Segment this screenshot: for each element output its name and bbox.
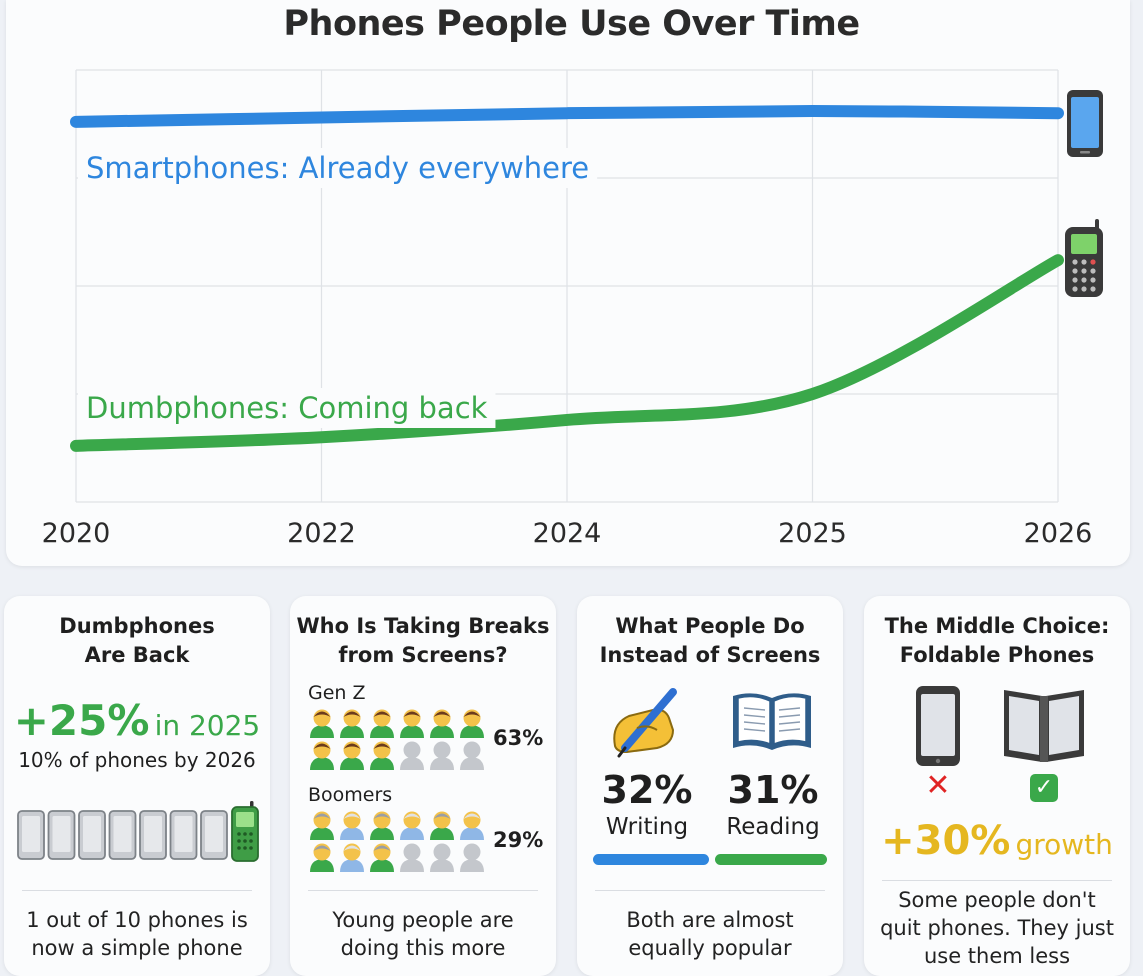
feature-phone-icon bbox=[1065, 219, 1103, 297]
person-icon bbox=[340, 709, 364, 738]
series-label: Dumbphones: Coming back bbox=[86, 391, 488, 425]
person-icon-inactive bbox=[400, 741, 424, 770]
card-footer: 1 out of 10 phones is now a simple phone bbox=[26, 908, 248, 960]
person-icon bbox=[310, 843, 334, 872]
person-icon bbox=[340, 741, 364, 770]
series-label: Smartphones: Already everywhere bbox=[86, 151, 589, 185]
open-book-icon bbox=[733, 693, 811, 750]
keypad-key bbox=[249, 839, 253, 843]
card-title: Dumbphones Are Back bbox=[59, 614, 215, 667]
person-icon bbox=[340, 811, 364, 840]
keypad-key bbox=[237, 846, 241, 850]
person-icon bbox=[370, 741, 394, 770]
foldable-phone-icon bbox=[1004, 690, 1084, 762]
person-icon bbox=[370, 709, 394, 738]
phone-screen bbox=[22, 816, 40, 852]
person-icon bbox=[430, 709, 454, 738]
genz-label: Gen Z bbox=[308, 682, 366, 704]
card-footer: Young people are doing this more bbox=[332, 908, 514, 960]
card-footer: Some people don't quit phones. They just… bbox=[880, 888, 1114, 968]
chart-card bbox=[6, 0, 1130, 566]
person-icon bbox=[370, 811, 394, 840]
card-foldables: The Middle Choice: Foldable Phones ✕ ✓ +… bbox=[864, 596, 1130, 976]
writing-hand-icon bbox=[613, 688, 677, 758]
person-icon bbox=[400, 709, 424, 738]
person-icon bbox=[460, 811, 484, 840]
person-icon-inactive bbox=[430, 843, 454, 872]
phone-screen bbox=[174, 816, 193, 852]
regular-phone-icon bbox=[916, 686, 960, 766]
keypad-key bbox=[249, 846, 253, 850]
writing-bar bbox=[593, 854, 709, 865]
person-icon bbox=[310, 811, 334, 840]
genz-percent: 63% bbox=[493, 726, 544, 750]
share-subtitle: 10% of phones by 2026 bbox=[18, 748, 256, 772]
series-line-smartphones bbox=[70, 105, 1064, 128]
keypad-key bbox=[237, 832, 241, 836]
person-icon bbox=[310, 709, 334, 738]
genz-people-icons bbox=[310, 709, 484, 770]
phone-screen bbox=[83, 816, 101, 852]
person-icon bbox=[310, 741, 334, 770]
writing-label: Writing bbox=[605, 814, 689, 840]
writing-percent: 32% bbox=[601, 768, 693, 812]
x-tick-label: 2022 bbox=[287, 518, 356, 549]
series-label-bg bbox=[78, 148, 598, 188]
boomers-people-icons bbox=[310, 811, 484, 872]
person-icon-inactive bbox=[460, 843, 484, 872]
x-tick-label: 2024 bbox=[533, 518, 602, 549]
chart-title: Phones People Use Over Time bbox=[283, 4, 860, 44]
person-icon bbox=[400, 811, 424, 840]
keypad-key bbox=[243, 832, 247, 836]
keypad-key bbox=[249, 832, 253, 836]
card-alternatives: What People Do Instead of Screens 32% 31… bbox=[577, 596, 843, 976]
card-title: What People Do Instead of Screens bbox=[599, 614, 821, 667]
card-title: Who Is Taking Breaks from Screens? bbox=[296, 614, 550, 667]
growth-stat: +25% in 2025 bbox=[13, 696, 261, 745]
x-tick-label: 2026 bbox=[1024, 518, 1093, 549]
reading-label: Reading bbox=[726, 814, 820, 840]
phone-share-icons bbox=[17, 801, 259, 862]
boomers-percent: 29% bbox=[493, 828, 544, 852]
person-icon-inactive bbox=[460, 741, 484, 770]
reading-bar bbox=[715, 854, 828, 865]
smartphone-icon bbox=[1067, 90, 1103, 157]
x-tick-label: 2020 bbox=[42, 518, 111, 549]
keypad-key bbox=[243, 846, 247, 850]
line-chart: 2020 2022 2024 2025 2026 Smartphones: Already… bbox=[42, 69, 1103, 549]
person-icon bbox=[430, 811, 454, 840]
person-icon bbox=[340, 843, 364, 872]
person-icon bbox=[370, 843, 394, 872]
phone-screen bbox=[236, 812, 254, 827]
phone-screen bbox=[113, 816, 132, 852]
phone-screen bbox=[52, 816, 71, 852]
person-icon-inactive bbox=[400, 843, 424, 872]
boomers-label: Boomers bbox=[308, 784, 393, 806]
series-label-bg bbox=[78, 388, 496, 428]
card-title: The Middle Choice: Foldable Phones bbox=[884, 614, 1110, 667]
card-dumbphones: Dumbphones Are Back +25% in 2025 10% of … bbox=[4, 596, 270, 976]
card-footer: Both are almost equally popular bbox=[626, 908, 794, 960]
keypad-key bbox=[243, 839, 247, 843]
reading-percent: 31% bbox=[727, 768, 819, 812]
x-tick-label: 2025 bbox=[778, 518, 847, 549]
card-screen-breaks: Who Is Taking Breaks from Screens? Gen Z… bbox=[290, 596, 556, 976]
check-mark-icon: ✓ bbox=[1030, 774, 1058, 802]
person-icon bbox=[460, 709, 484, 738]
cross-mark-icon: ✕ bbox=[925, 768, 951, 803]
phone-screen bbox=[205, 816, 223, 852]
foldable-growth-stat: +30% growth bbox=[881, 818, 1113, 864]
series-line-dumbphones bbox=[70, 254, 1064, 452]
keypad-key bbox=[237, 839, 241, 843]
phone-screen bbox=[144, 816, 162, 852]
person-icon-inactive bbox=[430, 741, 454, 770]
